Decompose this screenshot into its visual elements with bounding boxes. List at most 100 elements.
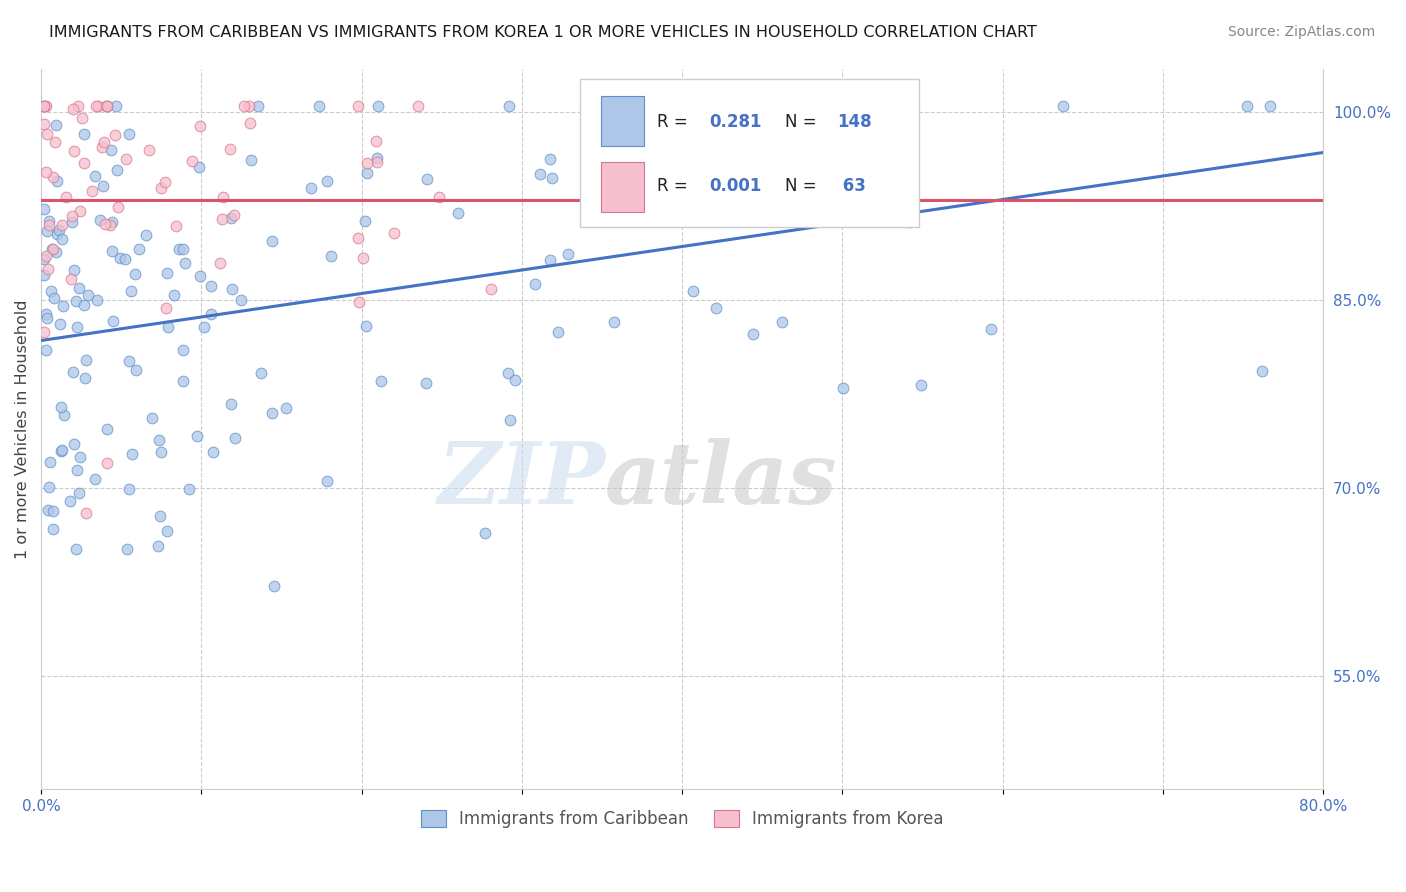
Text: ZIP: ZIP — [437, 438, 605, 521]
Point — [62, 102, 84, 116]
Point — [73, 298, 96, 312]
Point — [790, 99, 813, 113]
Point — [96, 422, 118, 436]
Point — [118, 127, 141, 141]
Text: 148: 148 — [838, 113, 872, 131]
Point — [538, 152, 561, 166]
Point — [682, 284, 704, 298]
Point — [315, 174, 337, 188]
Text: 63: 63 — [838, 177, 866, 194]
Point — [77, 288, 100, 302]
Point — [316, 474, 339, 488]
Point — [72, 127, 94, 141]
Point — [91, 140, 114, 154]
Point — [156, 266, 179, 280]
Point — [221, 282, 243, 296]
Point — [118, 482, 141, 496]
Point — [155, 301, 177, 316]
Point — [51, 299, 73, 313]
Point — [529, 167, 551, 181]
Point — [66, 462, 89, 476]
Point — [503, 373, 526, 387]
Point — [547, 325, 569, 339]
Point — [86, 99, 108, 113]
Text: 0.281: 0.281 — [709, 113, 762, 131]
Point — [51, 442, 73, 457]
Point — [427, 190, 450, 204]
Point — [105, 162, 128, 177]
Point — [474, 525, 496, 540]
Point — [603, 315, 626, 329]
Point — [55, 190, 77, 204]
Point — [42, 522, 65, 536]
Point — [37, 311, 59, 326]
Point — [51, 232, 73, 246]
Point — [69, 204, 91, 219]
Point — [120, 285, 142, 299]
Point — [163, 288, 186, 302]
Point — [105, 99, 128, 113]
Point — [117, 542, 139, 557]
Point — [124, 267, 146, 281]
Point — [541, 171, 564, 186]
Point — [70, 111, 93, 125]
Point — [125, 363, 148, 377]
Point — [150, 445, 173, 459]
Point — [224, 431, 246, 445]
Point — [67, 485, 90, 500]
Point — [897, 214, 920, 228]
Point — [34, 325, 56, 339]
Point — [354, 318, 377, 333]
Point — [35, 224, 58, 238]
Text: Source: ZipAtlas.com: Source: ZipAtlas.com — [1227, 25, 1375, 39]
Point — [65, 542, 87, 557]
Point — [742, 326, 765, 341]
Point — [173, 255, 195, 269]
Point — [172, 374, 194, 388]
Point — [200, 307, 222, 321]
Point — [208, 256, 231, 270]
Point — [148, 433, 170, 447]
Point — [42, 291, 65, 305]
Point — [83, 169, 105, 183]
FancyBboxPatch shape — [579, 79, 920, 227]
Point — [66, 320, 89, 334]
Point — [557, 247, 579, 261]
Point — [53, 408, 76, 422]
Point — [352, 251, 374, 265]
Point — [80, 185, 103, 199]
Point — [188, 269, 211, 284]
Point — [366, 155, 388, 169]
Point — [37, 503, 59, 517]
Point — [121, 447, 143, 461]
Point — [370, 374, 392, 388]
Point — [86, 293, 108, 308]
Text: atlas: atlas — [605, 438, 838, 521]
Point — [249, 367, 271, 381]
Point — [1251, 364, 1274, 378]
Y-axis label: 1 or more Vehicles in Household: 1 or more Vehicles in Household — [15, 299, 30, 558]
Point — [37, 261, 59, 276]
Point — [186, 429, 208, 443]
Point — [1052, 99, 1074, 113]
FancyBboxPatch shape — [602, 95, 644, 146]
Point — [347, 230, 370, 244]
Point — [93, 135, 115, 149]
Point — [110, 251, 132, 265]
Point — [193, 319, 215, 334]
Point — [498, 99, 520, 113]
Point — [51, 218, 73, 232]
Point — [212, 190, 235, 204]
Point — [479, 283, 502, 297]
Point — [260, 235, 283, 249]
Point — [276, 401, 298, 416]
Point — [34, 99, 56, 113]
Point — [94, 99, 117, 113]
Point — [1236, 99, 1258, 113]
Point — [347, 294, 370, 309]
Point — [48, 223, 70, 237]
Point — [63, 263, 86, 277]
Point — [34, 202, 56, 216]
Text: IMMIGRANTS FROM CARIBBEAN VS IMMIGRANTS FROM KOREA 1 OR MORE VEHICLES IN HOUSEHO: IMMIGRANTS FROM CARIBBEAN VS IMMIGRANTS … — [49, 25, 1038, 40]
Point — [408, 99, 430, 113]
